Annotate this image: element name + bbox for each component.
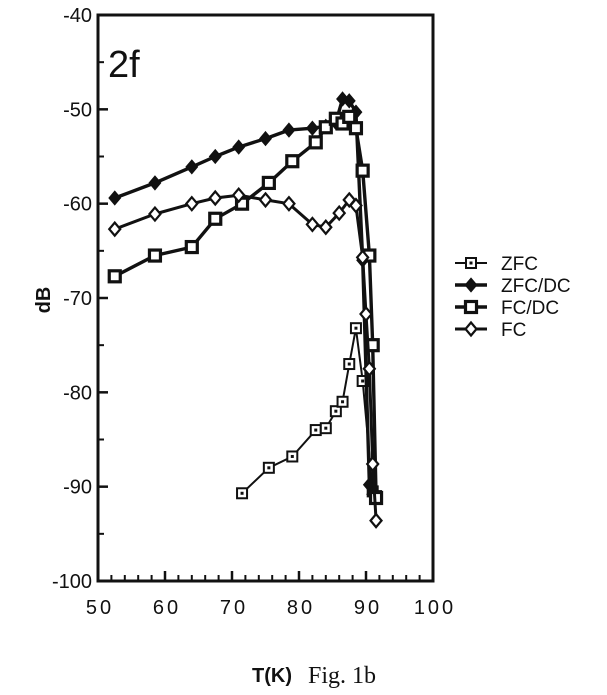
- data-point: [262, 461, 275, 474]
- data-point: [208, 189, 223, 207]
- marker-dot: [361, 379, 365, 383]
- marker-dot: [324, 426, 328, 430]
- data-point: [282, 195, 296, 212]
- data-point: [148, 175, 162, 191]
- series-line: [114, 115, 378, 499]
- marker-dot: [240, 491, 244, 495]
- data-point: [258, 191, 273, 209]
- y-axis-title: dB: [33, 287, 55, 314]
- y-tick-label: -70: [63, 288, 92, 310]
- x-tick-label: 60: [153, 597, 181, 619]
- series-fc: [107, 186, 383, 529]
- legend-item: ZFC/DC: [455, 276, 571, 297]
- x-tick-label: 100: [414, 597, 456, 619]
- data-point: [362, 360, 377, 377]
- x-tick-label: 50: [86, 597, 114, 619]
- data-point: [329, 405, 342, 418]
- data-point: [359, 305, 373, 323]
- data-point: [369, 512, 383, 529]
- data-point: [336, 395, 349, 408]
- data-point: [305, 216, 320, 233]
- legend-item: FC: [455, 320, 526, 341]
- series-layer: [107, 91, 384, 529]
- data-point: [108, 190, 122, 206]
- data-point: [236, 487, 249, 500]
- data-point: [208, 148, 222, 165]
- x-axis: 50 60 70 80 90 100: [86, 571, 456, 619]
- marker-dot: [314, 428, 318, 432]
- y-tick-label: -90: [63, 477, 92, 499]
- data-point: [184, 239, 199, 255]
- legend-label: FC: [501, 320, 526, 341]
- data-point: [282, 122, 296, 138]
- legend-marker: [465, 257, 477, 269]
- series-zfc: [236, 322, 383, 503]
- data-point: [231, 186, 246, 204]
- data-point: [332, 204, 347, 222]
- data-point: [208, 211, 223, 226]
- y-tick-label: -40: [63, 5, 92, 27]
- series-zfc-dc: [108, 91, 380, 502]
- series-line: [241, 327, 377, 497]
- x-axis-title: T(K): [252, 665, 292, 687]
- data-point: [107, 220, 122, 238]
- data-point: [285, 154, 300, 169]
- y-tick-label: -60: [63, 194, 92, 216]
- data-point: [185, 159, 199, 175]
- marker-dot: [341, 400, 345, 404]
- panel-label: 2f: [108, 44, 140, 86]
- data-point: [365, 455, 380, 473]
- series-line: [114, 97, 375, 495]
- y-tick-label: -50: [63, 99, 92, 121]
- data-point: [148, 205, 162, 223]
- figure-caption: Fig. 1b: [308, 663, 376, 689]
- legend-item: FC/DC: [455, 298, 559, 319]
- data-point: [343, 358, 356, 371]
- data-point: [349, 197, 363, 214]
- data-point: [342, 93, 356, 109]
- data-point: [147, 248, 163, 263]
- legend-label: ZFC/DC: [501, 276, 571, 297]
- legend-label: ZFC: [501, 254, 538, 275]
- data-point: [355, 163, 370, 178]
- series-fc-dc: [107, 109, 384, 506]
- data-point: [107, 269, 122, 284]
- data-point: [318, 219, 333, 236]
- marker-dot: [347, 362, 351, 366]
- data-point: [319, 422, 332, 435]
- data-point: [349, 322, 362, 335]
- legend-item: ZFC: [455, 254, 538, 275]
- series-line: [114, 193, 378, 521]
- legend-marker: [463, 299, 479, 315]
- marker-dot: [469, 261, 473, 265]
- data-point: [259, 130, 272, 147]
- y-tick-label: -100: [52, 571, 92, 593]
- data-point: [305, 120, 319, 136]
- data-point: [348, 121, 364, 136]
- data-point: [184, 195, 199, 212]
- marker-dot: [290, 454, 294, 458]
- data-point: [232, 139, 246, 155]
- legend-marker: [464, 320, 478, 338]
- x-tick-label: 70: [220, 597, 248, 619]
- data-point: [309, 424, 322, 437]
- marker-dot: [354, 326, 358, 330]
- legend-label: FC/DC: [501, 298, 559, 319]
- data-point: [318, 120, 333, 135]
- y-axis: -40 -50 -60 -70 -80 -90 -100: [52, 5, 108, 593]
- marker-dot: [334, 409, 338, 413]
- x-tick-label: 80: [287, 597, 315, 619]
- x-tick-label: 90: [354, 597, 382, 619]
- data-point: [355, 249, 370, 266]
- data-point: [342, 109, 357, 124]
- data-point: [286, 450, 299, 463]
- y-tick-label: -80: [63, 382, 92, 404]
- data-point: [261, 175, 276, 191]
- data-point: [308, 135, 323, 150]
- marker-dot: [267, 466, 271, 470]
- legend-marker: [464, 277, 478, 293]
